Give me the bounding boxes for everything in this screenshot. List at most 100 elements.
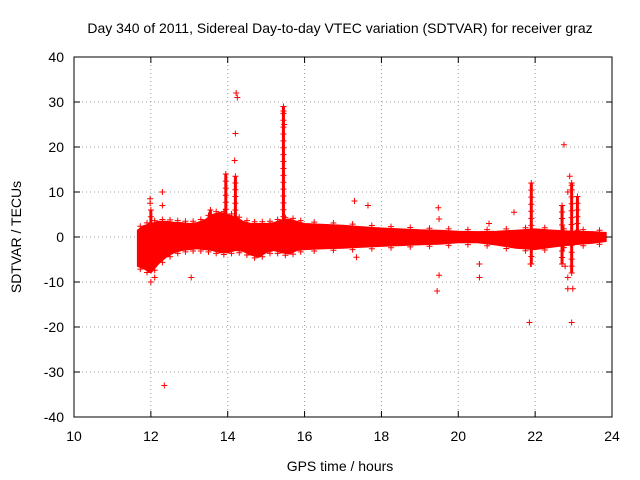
spike-marker xyxy=(147,207,154,213)
spike-marker xyxy=(280,117,287,124)
outlier-point xyxy=(527,261,534,267)
outlier-point xyxy=(436,216,443,222)
outlier-point xyxy=(147,279,154,285)
spike-marker xyxy=(528,187,535,194)
outlier-point xyxy=(486,220,493,227)
band-edge-marker xyxy=(137,223,144,230)
spike-marker xyxy=(559,235,566,241)
spike-marker xyxy=(280,158,287,165)
spike-marker xyxy=(528,246,535,252)
outlier-point xyxy=(151,274,158,281)
band-edge-marker xyxy=(311,247,318,254)
band-edge-marker xyxy=(274,250,281,257)
spike-marker xyxy=(147,220,154,227)
band-edge-marker xyxy=(290,251,297,258)
band-edge-marker xyxy=(144,269,151,276)
band-edge-marker xyxy=(484,226,491,233)
outlier-point xyxy=(526,319,533,326)
band-edge-marker xyxy=(220,251,227,258)
band-edge-marker xyxy=(388,244,395,251)
outlier-point xyxy=(569,285,576,292)
spike-marker xyxy=(280,165,287,172)
band-edge-marker xyxy=(167,216,174,223)
spike-marker xyxy=(574,227,581,234)
spike-marker xyxy=(207,220,214,227)
y-tick-label: 40 xyxy=(48,49,64,65)
band-edge-marker xyxy=(407,224,414,231)
outlier-point xyxy=(188,274,195,281)
outlier-point xyxy=(233,90,240,96)
spike-marker xyxy=(568,200,575,207)
data-series xyxy=(136,90,607,389)
band-edge-marker xyxy=(190,247,197,254)
outlier-point xyxy=(280,108,287,114)
band-edge-marker xyxy=(297,248,304,255)
spike-marker xyxy=(232,173,239,180)
band-edge-marker xyxy=(236,249,243,256)
band-edge-marker xyxy=(228,210,235,217)
spike-marker xyxy=(568,249,575,256)
spike-marker xyxy=(528,229,535,236)
spike-marker xyxy=(568,214,575,221)
band-edge-marker xyxy=(182,248,189,255)
spike-marker xyxy=(222,206,229,213)
x-tick-label: 16 xyxy=(297,428,313,444)
band-edge-marker xyxy=(151,267,158,274)
spike-marker xyxy=(528,215,535,222)
band-edge-marker xyxy=(259,218,266,225)
band-edge-marker xyxy=(522,224,529,231)
spike-marker xyxy=(207,213,214,220)
spike-marker xyxy=(559,241,566,248)
spike-marker xyxy=(232,180,239,186)
band-edge-marker xyxy=(580,242,587,249)
x-tick-label: 10 xyxy=(66,428,82,444)
y-tick-label: -10 xyxy=(44,274,64,290)
spike-marker xyxy=(232,193,239,200)
band-edge-marker xyxy=(243,217,250,224)
spike-marker xyxy=(280,213,287,220)
spike-marker xyxy=(568,207,575,214)
band-edge-marker xyxy=(464,226,471,233)
spike-marker xyxy=(559,228,566,235)
spike-marker xyxy=(280,144,287,151)
spike-marker xyxy=(280,179,287,186)
spike-marker xyxy=(280,137,287,144)
spike-marker xyxy=(568,221,575,228)
y-tick-label: -30 xyxy=(44,364,64,380)
spike-marker xyxy=(568,193,575,200)
outlier-point xyxy=(159,202,166,209)
band-edge-marker xyxy=(151,217,158,224)
x-axis-label: GPS time / hours xyxy=(287,458,394,474)
y-tick-label: -40 xyxy=(44,409,64,425)
band-edge-marker xyxy=(167,253,174,260)
spike-marker xyxy=(559,215,566,222)
spike-marker xyxy=(280,199,287,206)
outlier-point xyxy=(511,209,518,216)
spike-marker xyxy=(559,222,566,228)
band-edge-marker xyxy=(197,247,204,254)
spike-marker xyxy=(222,192,229,199)
spike-marker xyxy=(574,200,581,207)
band-edge-marker xyxy=(266,218,273,225)
band-edge-marker xyxy=(311,219,318,226)
outlier-point xyxy=(234,94,241,101)
band-edge-marker xyxy=(407,243,414,250)
band-edge-marker xyxy=(137,266,144,273)
band-edge-marker xyxy=(213,208,220,215)
band-edge-marker xyxy=(290,215,297,222)
spike-marker xyxy=(222,185,229,192)
spike-marker xyxy=(559,248,566,254)
y-tick-label: 0 xyxy=(56,229,64,245)
spike-marker xyxy=(528,180,535,186)
spike-marker xyxy=(280,206,287,213)
outlier-point xyxy=(161,382,168,389)
spike-marker xyxy=(207,207,214,213)
y-tick-label: 10 xyxy=(48,184,64,200)
outlier-point xyxy=(560,141,567,148)
spike-marker xyxy=(568,228,575,235)
spike-marker xyxy=(528,194,535,201)
spike-marker xyxy=(280,131,287,138)
spike-marker xyxy=(559,202,566,209)
band-edge-marker xyxy=(274,216,281,223)
